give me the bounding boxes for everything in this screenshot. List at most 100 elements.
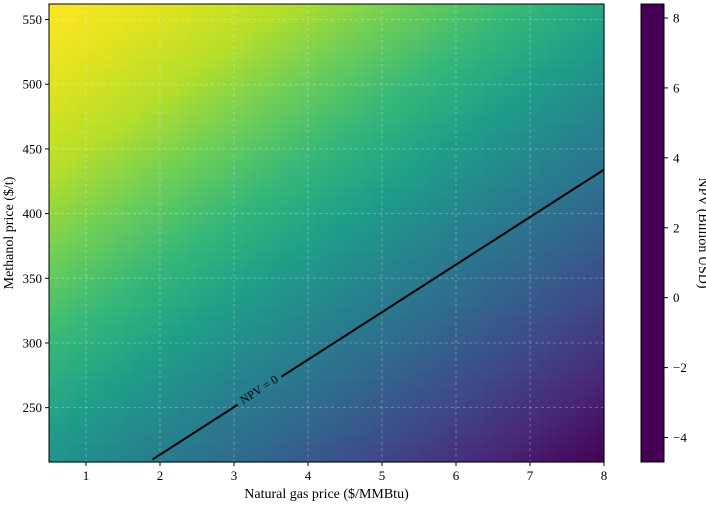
heatmap-cell <box>576 150 587 161</box>
heatmap-cell <box>49 361 59 371</box>
heatmap-cell <box>104 361 115 371</box>
heatmap-cell <box>372 352 383 362</box>
heatmap-cell <box>391 397 402 408</box>
heatmap-cell <box>298 58 309 69</box>
heatmap-cell <box>289 22 300 33</box>
heatmap-cell <box>308 104 318 115</box>
heatmap-cell <box>474 260 485 271</box>
heatmap-cell <box>271 49 281 60</box>
heatmap-cell <box>197 187 207 197</box>
heatmap-cell <box>391 178 402 188</box>
heatmap-cell <box>530 223 540 234</box>
heatmap-cell <box>456 22 466 33</box>
heatmap-cell <box>576 95 587 106</box>
heatmap-cell <box>576 306 587 317</box>
heatmap-cell <box>289 77 300 88</box>
heatmap-cell <box>419 333 429 344</box>
heatmap-cell <box>391 452 402 463</box>
heatmap-cell <box>576 434 587 445</box>
heatmap-cell <box>169 287 180 298</box>
heatmap-cell <box>419 123 429 133</box>
heatmap-cell <box>354 141 365 152</box>
heatmap-cell <box>95 77 106 88</box>
heatmap-cell <box>456 150 466 161</box>
heatmap-cell <box>539 123 550 133</box>
heatmap-cell <box>335 397 346 408</box>
heatmap-cell <box>206 58 217 69</box>
heatmap-cell <box>345 4 355 14</box>
heatmap-cell <box>234 58 244 69</box>
heatmap-cell <box>382 68 392 78</box>
heatmap-cell <box>243 68 254 78</box>
heatmap-cell <box>67 22 78 33</box>
heatmap-cell <box>372 168 383 179</box>
heatmap-cell <box>419 425 429 436</box>
heatmap-cell <box>520 434 531 445</box>
heatmap-cell <box>187 104 198 115</box>
heatmap-cell <box>243 187 254 197</box>
heatmap-cell <box>308 214 318 225</box>
heatmap-cell <box>76 425 87 436</box>
heatmap-cell <box>363 159 374 170</box>
heatmap-cell <box>234 13 244 23</box>
heatmap-cell <box>58 370 69 381</box>
heatmap-cell <box>594 452 605 463</box>
heatmap-cell <box>428 40 439 51</box>
heatmap-cell <box>465 123 476 133</box>
heatmap-cell <box>169 333 180 344</box>
heatmap-cell <box>215 40 226 51</box>
heatmap-cell <box>326 40 337 51</box>
heatmap-cell <box>280 141 291 152</box>
heatmap-cell <box>67 223 78 234</box>
heatmap-cell <box>178 342 189 353</box>
heatmap-cell <box>326 4 337 14</box>
heatmap-cell <box>280 196 291 207</box>
heatmap-cell <box>335 352 346 362</box>
heatmap-cell <box>76 205 87 216</box>
heatmap-cell <box>530 416 540 426</box>
heatmap-cell <box>585 31 596 42</box>
heatmap-cell <box>428 214 439 225</box>
heatmap-cell <box>335 434 346 445</box>
heatmap-cell <box>345 242 355 252</box>
heatmap-cell <box>576 196 587 207</box>
heatmap-cell <box>530 269 540 280</box>
heatmap-cell <box>456 13 466 23</box>
heatmap-cell <box>317 269 328 280</box>
heatmap-cell <box>160 324 170 335</box>
heatmap-cell <box>372 40 383 51</box>
heatmap-cell <box>391 196 402 207</box>
heatmap-cell <box>58 4 69 14</box>
heatmap-cell <box>326 113 337 124</box>
heatmap-cell <box>437 251 448 262</box>
heatmap-cell <box>502 306 513 317</box>
heatmap-cell <box>178 13 189 23</box>
heatmap-cell <box>317 168 328 179</box>
heatmap-cell <box>576 324 587 335</box>
heatmap-cell <box>289 104 300 115</box>
heatmap-cell <box>363 416 374 426</box>
heatmap-cell <box>58 123 69 133</box>
heatmap-cell <box>141 342 152 353</box>
heatmap-cell <box>76 178 87 188</box>
heatmap-cell <box>511 287 522 298</box>
heatmap-cell <box>483 242 494 252</box>
heatmap-cell <box>132 214 143 225</box>
heatmap-cell <box>67 242 78 252</box>
heatmap-cell <box>224 40 235 51</box>
heatmap-cell <box>530 388 540 399</box>
heatmap-cell <box>567 150 577 161</box>
heatmap-cell <box>585 361 596 371</box>
heatmap-cell <box>113 352 124 362</box>
heatmap-cell <box>419 370 429 381</box>
heatmap-cell <box>308 31 318 42</box>
heatmap-cell <box>67 306 78 317</box>
heatmap-cell <box>132 379 143 390</box>
heatmap-cell <box>382 13 392 23</box>
heatmap-cell <box>187 306 198 317</box>
heatmap-cell <box>58 132 69 142</box>
heatmap-cell <box>400 278 411 289</box>
heatmap-cell <box>557 141 568 152</box>
heatmap-cell <box>132 452 143 463</box>
heatmap-cell <box>234 223 244 234</box>
